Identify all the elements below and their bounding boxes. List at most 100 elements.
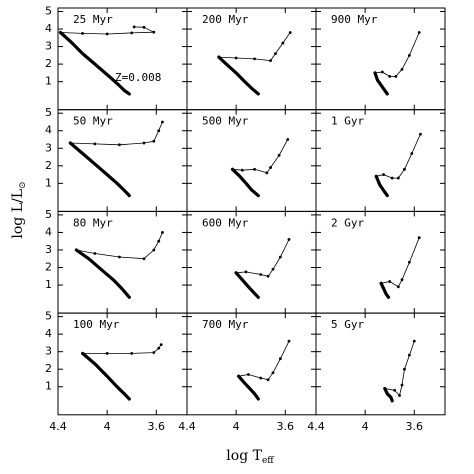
isochrone-point bbox=[278, 255, 282, 259]
panel-title: 80 Myr bbox=[73, 216, 113, 229]
isochrone bbox=[375, 133, 421, 179]
isochrone-point bbox=[379, 281, 383, 285]
y-tick-label: 3 bbox=[45, 141, 52, 154]
isochrone-point bbox=[130, 31, 134, 35]
isochrone bbox=[374, 174, 389, 198]
panel-title: 2 Gyr bbox=[331, 216, 364, 229]
panel: 1 2 3 4 5 80 Myr bbox=[45, 208, 188, 314]
panel: 1 2 3 4 5 50 Myr bbox=[45, 106, 188, 212]
isochrone-point bbox=[388, 74, 392, 78]
isochrone-point bbox=[68, 141, 72, 145]
panel: 1 Gyr bbox=[315, 109, 446, 212]
y-tick-label: 1 bbox=[45, 278, 52, 291]
isochrone bbox=[230, 167, 260, 198]
y-tick-label: 5 bbox=[45, 310, 52, 323]
isochrone-point bbox=[403, 167, 406, 171]
isochrone-point bbox=[417, 31, 421, 34]
isochrone-point bbox=[237, 374, 241, 378]
isochrone-point bbox=[105, 32, 109, 36]
isochrone bbox=[373, 71, 389, 96]
y-tick-label: 3 bbox=[45, 345, 52, 358]
isochrone-point bbox=[266, 378, 270, 382]
isochrone-point bbox=[157, 239, 161, 243]
y-tick-label: 5 bbox=[45, 106, 52, 119]
isochrone-point bbox=[118, 255, 121, 259]
x-tick-label: 4.4 bbox=[49, 420, 67, 433]
isochrone bbox=[68, 141, 131, 198]
isochrone bbox=[237, 374, 260, 401]
isochrone-point bbox=[390, 176, 394, 180]
isochrone bbox=[82, 344, 162, 354]
isochrone-point bbox=[287, 339, 291, 343]
isochrone-point bbox=[142, 257, 146, 261]
isochrone bbox=[380, 237, 420, 288]
y-tick-label: 2 bbox=[45, 57, 52, 70]
isochrone-point bbox=[93, 142, 97, 146]
isochrone-point bbox=[277, 153, 281, 157]
isochrone-point bbox=[266, 274, 270, 278]
x-axis-label: log Teff bbox=[226, 448, 274, 466]
y-tick-label: 1 bbox=[45, 75, 52, 88]
x-tick-label: 3.6 bbox=[277, 420, 295, 433]
y-tick-label: 1 bbox=[45, 176, 52, 189]
panel-title: 700 Myr bbox=[202, 318, 249, 331]
isochrone-point bbox=[394, 74, 398, 78]
x-tick-label: 4 bbox=[233, 420, 240, 433]
isochrone-point bbox=[142, 25, 146, 29]
isochrone-point bbox=[240, 168, 244, 172]
panel: 4.4 4 3.6 5 Gyr bbox=[307, 312, 446, 433]
isochrone-point bbox=[75, 248, 78, 252]
panel-title: 100 Myr bbox=[73, 318, 120, 331]
isochrone-point bbox=[269, 59, 272, 63]
isochrone-point bbox=[231, 167, 234, 171]
isochrone-point bbox=[373, 71, 377, 75]
isochrone bbox=[384, 340, 415, 396]
isochrone-point bbox=[247, 373, 250, 376]
isochrone-point bbox=[142, 141, 146, 145]
y-tick-label: 4 bbox=[45, 124, 52, 137]
isochrone-point bbox=[286, 138, 290, 141]
panel-title: 500 Myr bbox=[202, 115, 249, 128]
x-tick-label: 4 bbox=[362, 420, 369, 433]
isochrone-point bbox=[382, 173, 385, 176]
isochrone-point bbox=[81, 352, 84, 355]
isochrone-point bbox=[157, 129, 161, 133]
y-axis-label: log L/L⊙ bbox=[10, 181, 28, 238]
isochrone-point bbox=[161, 120, 164, 124]
panel: 900 Myr bbox=[315, 7, 446, 111]
isochrone-point bbox=[152, 351, 156, 354]
isochrone-point bbox=[403, 367, 406, 371]
isochrone-point bbox=[271, 267, 275, 271]
isochrone-point bbox=[152, 30, 156, 34]
panel: 200 Myr bbox=[186, 7, 317, 111]
isochrone-point bbox=[396, 285, 400, 289]
panel-title: 5 Gyr bbox=[331, 318, 364, 331]
y-tick-label: 3 bbox=[45, 243, 52, 256]
isochrone-point bbox=[244, 270, 248, 274]
annotation: Z=0.008 bbox=[115, 71, 161, 84]
isochrone bbox=[234, 271, 260, 299]
isochrone-point bbox=[152, 248, 156, 252]
panel-title: 1 Gyr bbox=[331, 115, 364, 128]
isochrone-point bbox=[407, 353, 411, 357]
isochrone-point bbox=[253, 167, 256, 171]
y-tick-label: 4 bbox=[45, 327, 52, 340]
isochrone-point bbox=[393, 388, 397, 392]
isochrone-point bbox=[130, 352, 134, 355]
isochrone-point bbox=[59, 31, 62, 34]
isochrone-point bbox=[419, 132, 422, 136]
isochrone bbox=[58, 30, 131, 96]
isochrone-point bbox=[398, 394, 401, 397]
isochrone-point bbox=[417, 236, 421, 240]
panel-title: 50 Myr bbox=[73, 115, 113, 128]
isochrone-point bbox=[374, 174, 378, 178]
isochrone-point bbox=[118, 143, 121, 147]
panel: 500 Myr bbox=[186, 109, 317, 212]
x-tick-label: 3.6 bbox=[406, 420, 424, 433]
x-tick-label: 3.6 bbox=[148, 420, 166, 433]
isochrone-point bbox=[274, 52, 277, 55]
isochrone-point bbox=[388, 280, 392, 283]
isochrone-point bbox=[410, 152, 414, 155]
y-label-main: log L/L bbox=[10, 189, 26, 239]
isochrone-point bbox=[93, 252, 97, 255]
